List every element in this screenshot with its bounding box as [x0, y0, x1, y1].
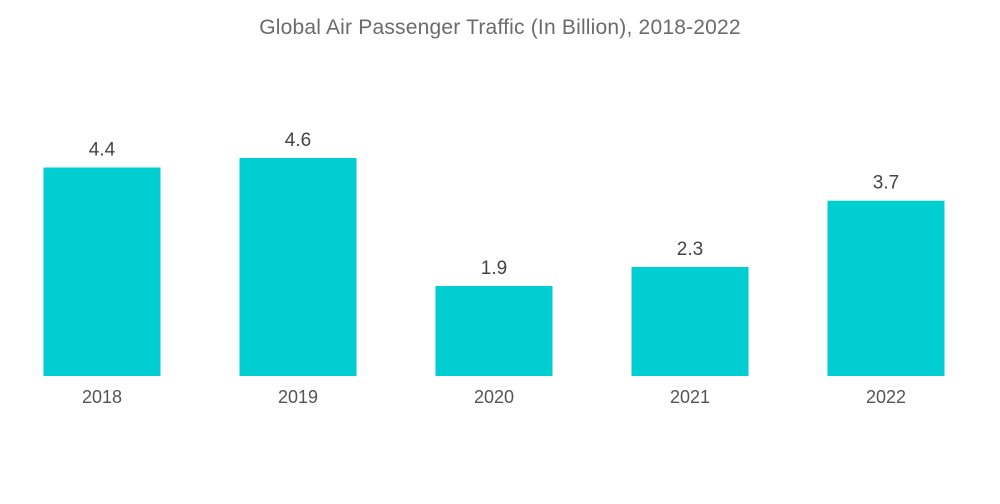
- bar-2022: [827, 200, 945, 376]
- x-tick-label-2022: 2022: [866, 387, 906, 407]
- value-label-2019: 4.6: [285, 130, 311, 151]
- x-tick-label-2020: 2020: [474, 387, 514, 407]
- x-tick-label-2018: 2018: [82, 387, 122, 407]
- value-label-2018: 4.4: [89, 140, 116, 161]
- value-label-2022: 3.7: [873, 173, 899, 194]
- chart-title: Global Air Passenger Traffic (In Billion…: [259, 16, 741, 39]
- value-label-2021: 2.3: [677, 239, 703, 260]
- x-tick-label-2019: 2019: [278, 387, 318, 407]
- bar-2019: [239, 158, 357, 376]
- bar-2018: [43, 167, 161, 376]
- x-tick-label-2021: 2021: [670, 387, 710, 407]
- bar-2021: [631, 267, 749, 376]
- value-label-2020: 1.9: [481, 258, 507, 279]
- bar-2020: [435, 286, 553, 376]
